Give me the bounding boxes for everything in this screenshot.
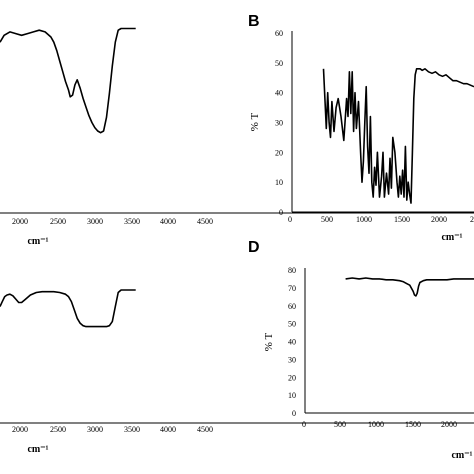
x-tick-label: 0 [288, 215, 292, 224]
x-tick-label: 1500 [405, 420, 421, 429]
panel-label: D [248, 239, 260, 256]
spectrum-line [345, 277, 474, 297]
x-axis-label: cm⁻¹ [27, 444, 48, 455]
x-tick-label: 4500 [197, 217, 213, 226]
y-tick-label: 30 [275, 119, 283, 128]
x-tick-label: 25 [470, 215, 474, 224]
x-tick-label: 4000 [160, 217, 176, 226]
y-axis-label: % T [263, 333, 275, 352]
panel-4: 0 500 1000 1500 2000 0 10 20 30 40 50 60 70 80 cm⁻¹ % T… [248, 239, 474, 461]
x-tick-label: 500 [321, 215, 333, 224]
y-tick-label: 40 [288, 338, 296, 347]
spectrum-line [0, 289, 136, 328]
y-tick-label: 20 [288, 373, 296, 382]
x-tick-label: 2500 [50, 425, 66, 434]
y-tick-label: 50 [288, 320, 296, 329]
x-tick-label: 1000 [368, 420, 384, 429]
panel-label: B [248, 13, 260, 30]
y-axis-label: % T [249, 113, 261, 132]
x-tick-label: 3500 [124, 425, 140, 434]
x-axis-label: cm⁻¹ [451, 450, 472, 461]
y-tick-label: 60 [275, 29, 283, 38]
x-tick-label: 1000 [356, 215, 372, 224]
x-tick-label: 500 [334, 420, 346, 429]
y-tick-label: 50 [275, 59, 283, 68]
spectrum-line [0, 27, 136, 134]
x-axis-label: cm⁻¹ [27, 236, 48, 247]
x-tick-label: 2500 [50, 217, 66, 226]
x-tick-label: 2000 [12, 217, 28, 226]
y-tick-label: 40 [275, 89, 283, 98]
y-tick-label: 20 [275, 148, 283, 157]
y-tick-label: 30 [288, 355, 296, 364]
y-tick-label: 10 [288, 391, 296, 400]
x-tick-label: 2000 [431, 215, 447, 224]
x-tick-label: 4000 [160, 425, 176, 434]
x-tick-label: 3000 [87, 217, 103, 226]
y-tick-label: 0 [279, 208, 283, 217]
x-tick-label: 3000 [87, 425, 103, 434]
spectrum-line [322, 68, 474, 204]
y-tick-label: 0 [292, 409, 296, 418]
x-tick-label: 4500 [197, 425, 213, 434]
x-axis-label: cm⁻¹ [441, 232, 462, 243]
panel-2: 0 500 1000 1500 2000 25 0 10 20 30 40 50 60 cm⁻¹ % T B [248, 13, 474, 243]
y-tick-label: 60 [288, 302, 296, 311]
x-tick-label: 0 [302, 420, 306, 429]
y-tick-label: 10 [275, 178, 283, 187]
x-tick-label: 2000 [441, 420, 457, 429]
x-tick-label: 3500 [124, 217, 140, 226]
x-tick-label: 1500 [394, 215, 410, 224]
y-tick-label: 80 [288, 266, 296, 275]
y-tick-label: 70 [288, 284, 296, 293]
x-tick-label: 2000 [12, 425, 28, 434]
